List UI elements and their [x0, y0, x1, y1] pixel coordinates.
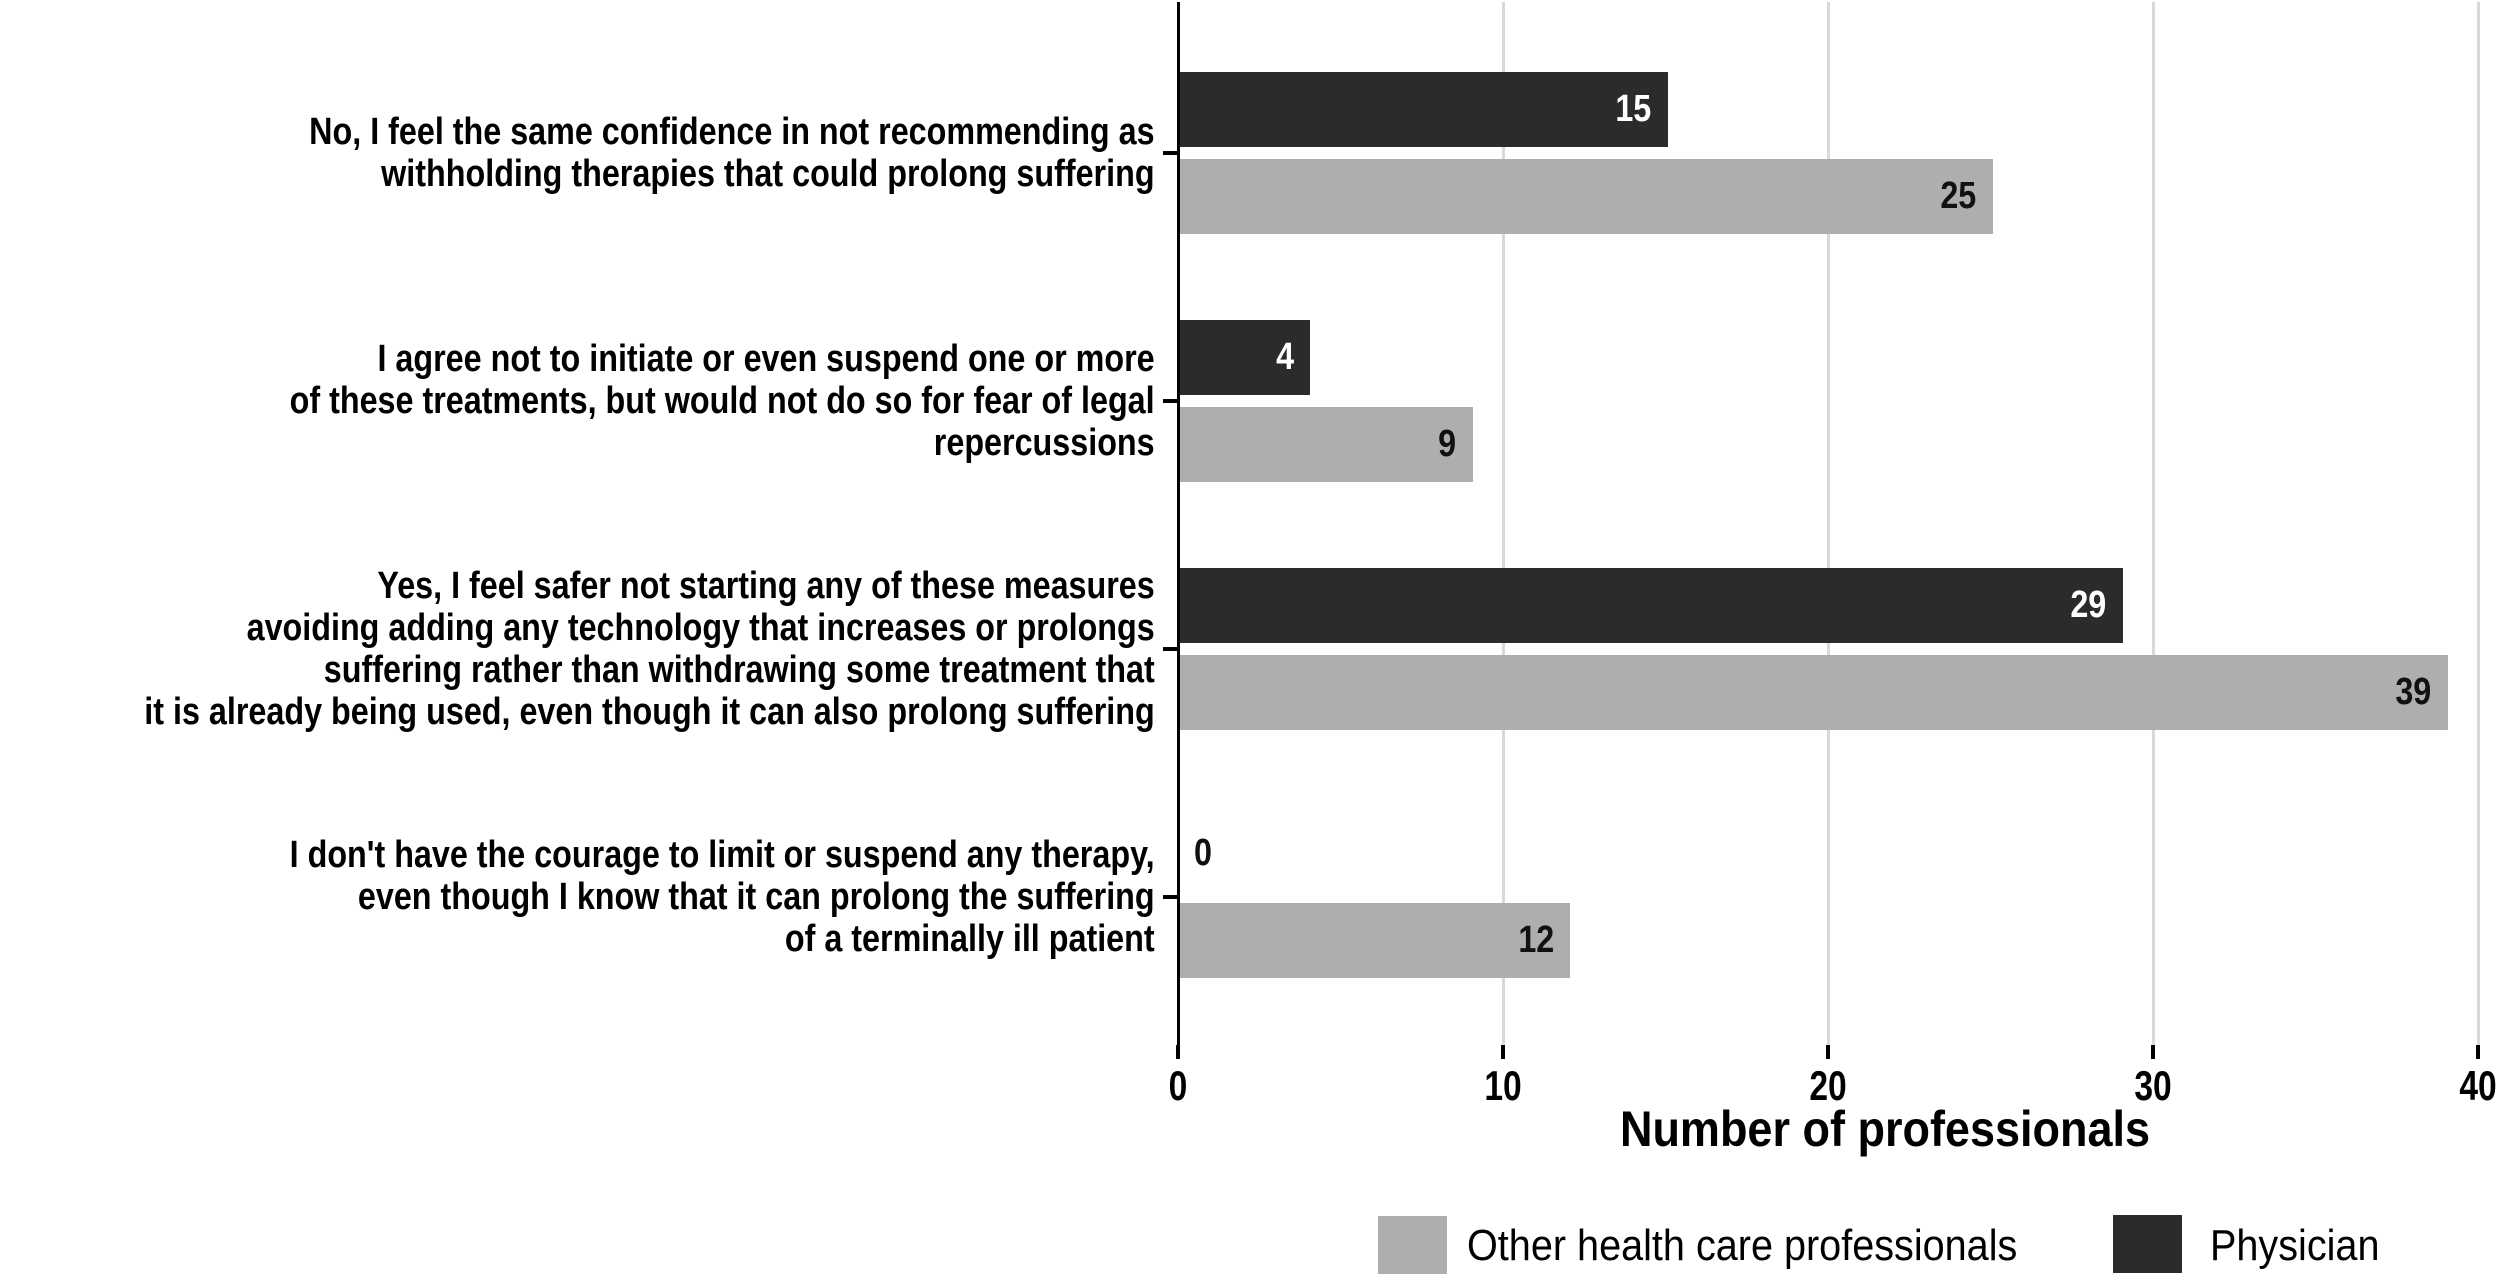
y-axis-tick-3: [1163, 895, 1177, 899]
value-label-other-hcp-3: 12: [1518, 919, 1554, 961]
legend-label-physician: Physician: [2210, 1221, 2380, 1270]
y-axis-tick-0: [1163, 151, 1177, 155]
value-label-physician-3: 0: [1194, 832, 1212, 874]
legend-swatch-physician: [2113, 1215, 2182, 1273]
y-axis-tick-2: [1163, 647, 1177, 651]
legend-swatch-other-hcp: [1378, 1216, 1447, 1274]
x-axis-tick-0: [1176, 1045, 1180, 1059]
x-axis-tick-20: [1826, 1045, 1830, 1059]
value-label-physician-0: 15: [1615, 88, 1652, 130]
x-axis-tick-label-40: 40: [2459, 1062, 2497, 1109]
x-axis-tick-label-10: 10: [1484, 1062, 1522, 1109]
bar-other-hcp-2: [1180, 655, 2448, 730]
value-label-other-hcp-0: 25: [1940, 175, 1977, 217]
x-axis-tick-30: [2151, 1045, 2155, 1059]
gridline-40: [2477, 2, 2480, 1045]
x-axis-tick-label-20: 20: [1809, 1062, 1847, 1109]
category-label-0: No, I feel the same confidence in not re…: [309, 111, 1155, 195]
category-label-2: Yes, I feel safer not starting any of th…: [144, 565, 1155, 733]
value-label-other-hcp-2: 39: [2395, 671, 2432, 713]
category-label-1: I agree not to initiate or even suspend …: [290, 338, 1155, 464]
x-axis-title: Number of professionals: [1619, 1101, 2151, 1157]
bar-physician-2: [1180, 568, 2123, 643]
value-label-physician-1: 4: [1276, 336, 1294, 378]
bar-physician-0: [1180, 72, 1668, 147]
y-axis-line: [1177, 2, 1180, 1045]
category-label-3: I don't have the courage to limit or sus…: [290, 834, 1155, 960]
legend-label-other-hcp: Other health care professionals: [1467, 1221, 2018, 1270]
bar-other-hcp-0: [1180, 159, 1993, 234]
gridline-20: [1827, 2, 1830, 1045]
bar-other-hcp-3: [1180, 903, 1570, 978]
x-axis-tick-label-30: 30: [2134, 1062, 2172, 1109]
gridline-10: [1502, 2, 1505, 1045]
bar-physician-1: [1180, 320, 1310, 395]
value-label-physician-2: 29: [2070, 584, 2107, 626]
value-label-other-hcp-1: 9: [1438, 423, 1457, 465]
x-axis-tick-10: [1501, 1045, 1505, 1059]
x-axis-tick-label-0: 0: [1168, 1062, 1188, 1109]
gridline-30: [2152, 2, 2155, 1045]
bar-other-hcp-1: [1180, 407, 1473, 482]
x-axis-tick-40: [2476, 1045, 2480, 1059]
y-axis-tick-1: [1163, 399, 1177, 403]
